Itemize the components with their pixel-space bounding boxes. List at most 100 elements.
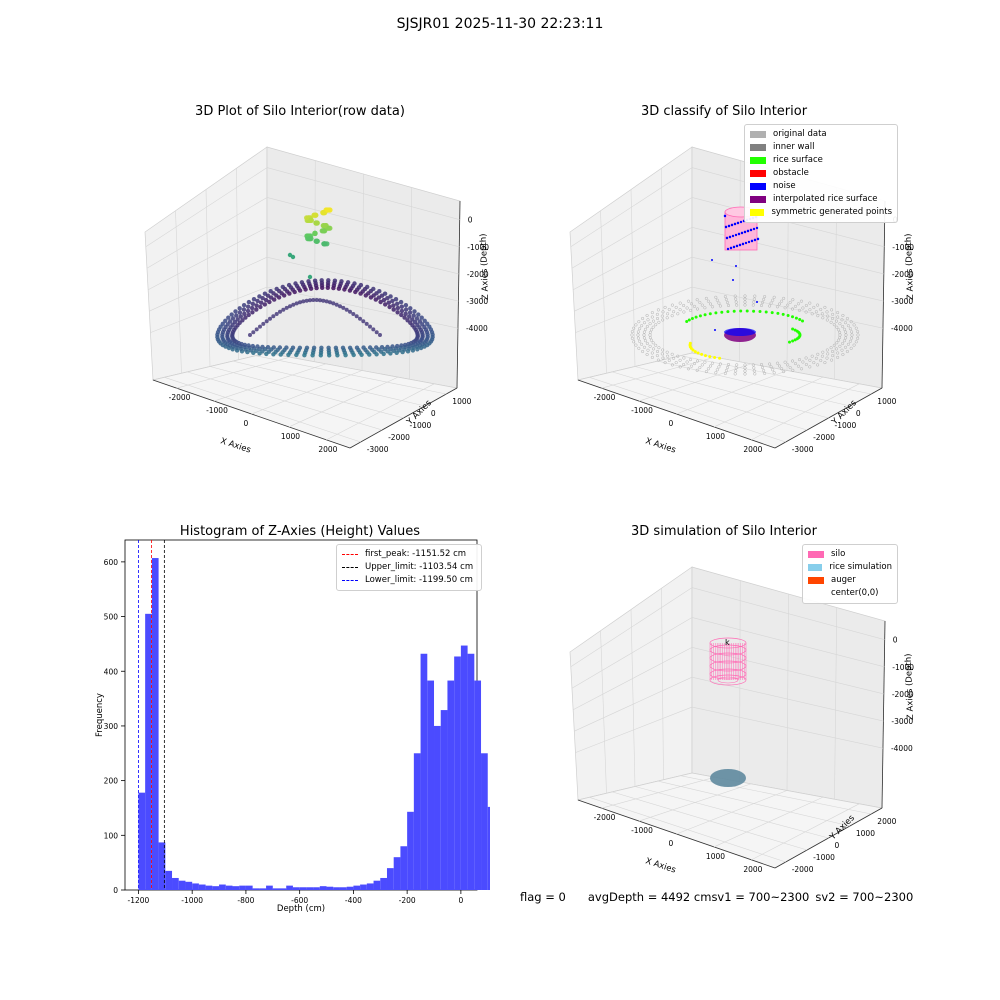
raw-data-point xyxy=(358,282,364,288)
original-data-point xyxy=(836,351,840,355)
original-data-point xyxy=(799,367,804,371)
original-data-point xyxy=(678,308,682,312)
histogram-bar xyxy=(299,887,307,890)
original-data-point xyxy=(634,343,638,347)
raw-data-point xyxy=(246,299,252,305)
raw-data-point xyxy=(294,352,299,358)
rice-surface-point xyxy=(752,309,756,313)
rice-surface-point xyxy=(739,309,743,313)
z-tick-label: -1000 xyxy=(467,243,489,252)
histogram-bar xyxy=(481,753,488,890)
original-data-point xyxy=(796,302,801,306)
original-data-point xyxy=(843,345,848,349)
x-tick-label: 2000 xyxy=(318,445,337,454)
original-data-point xyxy=(641,316,645,321)
raw-data-point xyxy=(332,278,338,283)
raw-data-point xyxy=(338,304,342,309)
noise-point xyxy=(725,236,729,240)
original-data-point xyxy=(752,366,756,370)
raw-data-point xyxy=(246,343,251,348)
original-data-point xyxy=(685,306,689,310)
original-data-point xyxy=(753,372,757,376)
original-data-point xyxy=(743,366,747,370)
rice-surface-point xyxy=(770,311,774,315)
x-tick-label: -200 xyxy=(399,896,416,905)
histogram-bar xyxy=(353,885,361,891)
original-data-point xyxy=(777,364,782,368)
raw-data-point xyxy=(341,305,346,310)
legend-label: obstacle xyxy=(773,168,809,178)
legend-item: Upper_limit: -1103.54 cm xyxy=(342,561,476,574)
original-data-point xyxy=(650,315,654,319)
original-data-point xyxy=(656,358,660,362)
original-data-point xyxy=(718,362,722,366)
original-data-point xyxy=(641,349,645,354)
raw-data-point xyxy=(274,286,279,292)
y-tick-label: 1000 xyxy=(877,397,896,406)
symmetric-point xyxy=(704,354,707,358)
original-data-point xyxy=(836,355,840,359)
x-tick-label: -800 xyxy=(237,896,254,905)
original-data-point xyxy=(808,365,812,369)
raw-data-point xyxy=(334,302,339,307)
original-data-point xyxy=(718,304,722,308)
original-data-point xyxy=(682,356,686,360)
noise-cluster xyxy=(724,328,756,336)
original-data-point xyxy=(844,330,848,334)
raw-data-point xyxy=(393,297,399,302)
raw-data-point xyxy=(261,321,266,326)
legend-item: auger xyxy=(808,574,892,587)
raw-data-point xyxy=(258,324,262,329)
original-data-point xyxy=(657,320,661,324)
histogram-bar xyxy=(266,885,273,891)
raw-data-point xyxy=(374,352,379,357)
noise-point xyxy=(743,230,747,234)
noise-point xyxy=(726,247,730,251)
histogram-bar xyxy=(178,880,186,890)
y-tick-label: 1000 xyxy=(856,829,875,838)
raw-data-point xyxy=(311,212,317,218)
original-data-point xyxy=(783,306,787,310)
original-data-point xyxy=(651,347,656,351)
original-data-point xyxy=(816,363,820,367)
original-data-point xyxy=(780,367,784,371)
original-data-point xyxy=(844,336,848,340)
raw-data-point xyxy=(234,313,239,318)
raw-data-point xyxy=(312,278,318,283)
raw-data-point xyxy=(308,217,314,223)
raw-data-point xyxy=(310,353,315,358)
raw-data-point xyxy=(232,319,238,325)
noise-point xyxy=(735,265,737,267)
raw-data-point xyxy=(413,327,419,333)
swatch-auger xyxy=(808,577,824,584)
rice-surface-point xyxy=(703,313,707,317)
raw-data-point xyxy=(367,352,372,357)
noise-point xyxy=(752,227,756,231)
original-data-point xyxy=(845,349,849,354)
y-tick-label: 400 xyxy=(104,667,119,676)
raw-data-point xyxy=(254,307,259,312)
raw-data-point xyxy=(255,298,260,304)
original-data-point xyxy=(810,312,814,316)
original-data-point xyxy=(830,358,834,362)
raw-data-point xyxy=(246,312,251,318)
x-tick-label: -400 xyxy=(345,896,362,905)
swatch-obstacle xyxy=(750,170,766,177)
depth-histogram: -1200 -1000 -800 -600 -400 -200 0 0 100 200 300 40… xyxy=(95,539,490,914)
rice-surface-point xyxy=(690,317,694,320)
hist-reference-lines xyxy=(138,540,165,890)
rice-surface-point xyxy=(687,318,691,322)
raw-data-point xyxy=(399,304,404,309)
z-tick-label: -3000 xyxy=(891,297,913,306)
original-data-point xyxy=(823,361,827,365)
figure-title: SJSJR01 2025-11-30 22:23:11 xyxy=(396,16,604,32)
raw-data-point xyxy=(294,301,299,306)
z-tick-label: -4000 xyxy=(891,744,913,753)
original-data-point xyxy=(660,314,664,318)
legend-item: rice simulation xyxy=(808,561,892,574)
raw-data-point xyxy=(324,299,329,304)
original-data-point xyxy=(856,333,860,337)
original-data-point xyxy=(670,314,674,318)
original-data-point xyxy=(715,298,719,302)
histogram-bar xyxy=(198,884,206,890)
